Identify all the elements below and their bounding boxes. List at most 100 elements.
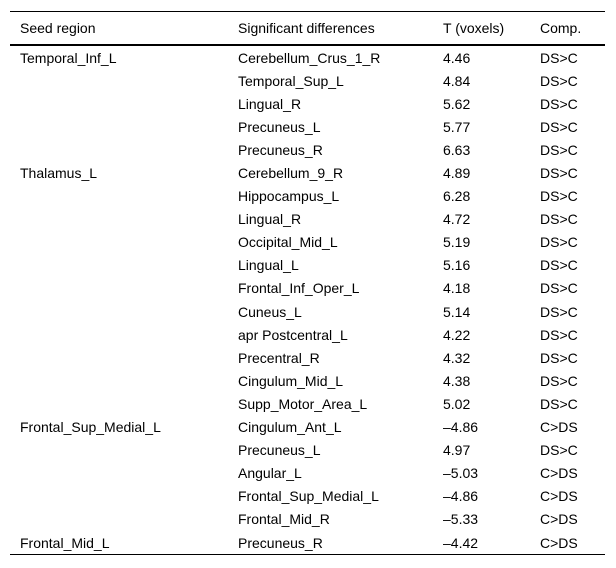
seed-region-cell: Thalamus_L (20, 165, 98, 182)
column-header-comp: Comp. (540, 20, 582, 36)
comparison-cell: DS>C (540, 188, 578, 205)
t-value-cell: 4.18 (443, 280, 471, 297)
table-row: apr Postcentral_L 4.22 DS>C (10, 323, 605, 346)
seed-region-stat-table: Seed region Significant differences T (v… (10, 11, 605, 555)
significant-difference-cell: Cuneus_L (238, 303, 302, 320)
comparison-cell: DS>C (540, 280, 578, 297)
t-value-cell: 5.14 (443, 303, 471, 320)
column-header-significant-differences: Significant differences (238, 20, 375, 36)
t-value-cell: 4.38 (443, 372, 471, 389)
comparison-cell: C>DS (540, 511, 578, 528)
t-value-cell: –4.86 (443, 488, 479, 505)
table-header-row: Seed region Significant differences T (v… (10, 12, 605, 44)
significant-difference-cell: Frontal_Inf_Oper_L (238, 280, 360, 297)
comparison-cell: DS>C (540, 141, 578, 158)
significant-difference-cell: Cingulum_Ant_L (238, 419, 342, 436)
significant-difference-cell: Angular_L (238, 465, 302, 482)
significant-difference-cell: Temporal_Sup_L (238, 72, 344, 89)
significant-difference-cell: Supp_Motor_Area_L (238, 395, 368, 412)
table-row: Frontal_Inf_Oper_L 4.18 DS>C (10, 277, 605, 300)
table-row: Cuneus_L 5.14 DS>C (10, 300, 605, 323)
t-value-cell: 4.32 (443, 349, 471, 366)
t-value-cell: 5.62 (443, 95, 471, 112)
comparison-cell: DS>C (540, 303, 578, 320)
table-row: Frontal_Mid_R –5.33 C>DS (10, 508, 605, 531)
comparison-cell: DS>C (540, 49, 578, 66)
significant-difference-cell: Lingual_L (238, 257, 299, 274)
comparison-cell: DS>C (540, 442, 578, 459)
comparison-cell: C>DS (540, 488, 578, 505)
column-header-seed-region: Seed region (20, 20, 96, 36)
significant-difference-cell: Precentral_R (238, 349, 320, 366)
significant-difference-cell: Cerebellum_Crus_1_R (238, 49, 381, 66)
table-bottom-rule (10, 554, 605, 555)
t-value-cell: 4.84 (443, 72, 471, 89)
table-row: Temporal_Inf_L Cerebellum_Crus_1_R 4.46 DS>… (10, 46, 605, 69)
table-header-rule (10, 44, 605, 46)
table-row: Occipital_Mid_L 5.19 DS>C (10, 231, 605, 254)
table-row: Precuneus_R 6.63 DS>C (10, 138, 605, 161)
comparison-cell: DS>C (540, 349, 578, 366)
table-row: Thalamus_L Cerebellum_9_R 4.89 DS>C (10, 161, 605, 184)
table-row: Hippocampus_L 6.28 DS>C (10, 185, 605, 208)
t-value-cell: –5.03 (443, 465, 479, 482)
t-value-cell: –4.86 (443, 419, 479, 436)
seed-region-cell: Frontal_Sup_Medial_L (20, 419, 161, 436)
table-row: Supp_Motor_Area_L 5.02 DS>C (10, 392, 605, 415)
table-row: Precuneus_L 5.77 DS>C (10, 115, 605, 138)
significant-difference-cell: Frontal_Sup_Medial_L (238, 488, 379, 505)
t-value-cell: 5.16 (443, 257, 471, 274)
comparison-cell: DS>C (540, 118, 578, 135)
comparison-cell: DS>C (540, 326, 578, 343)
table-row: Frontal_Sup_Medial_L –4.86 C>DS (10, 485, 605, 508)
table-row: Lingual_L 5.16 DS>C (10, 254, 605, 277)
comparison-cell: C>DS (540, 534, 578, 551)
significant-difference-cell: apr Postcentral_L (238, 326, 348, 343)
table-row: Frontal_Mid_L Precuneus_R –4.42 C>DS (10, 531, 605, 554)
table-row: Temporal_Sup_L 4.84 DS>C (10, 69, 605, 92)
t-value-cell: –4.42 (443, 534, 479, 551)
comparison-cell: DS>C (540, 372, 578, 389)
t-value-cell: 4.89 (443, 165, 471, 182)
significant-difference-cell: Occipital_Mid_L (238, 234, 338, 251)
significant-difference-cell: Lingual_R (238, 211, 302, 228)
comparison-cell: C>DS (540, 419, 578, 436)
table-row: Cingulum_Mid_L 4.38 DS>C (10, 369, 605, 392)
table-row: Lingual_R 4.72 DS>C (10, 208, 605, 231)
t-value-cell: 4.72 (443, 211, 471, 228)
significant-difference-cell: Precuneus_L (238, 118, 321, 135)
significant-difference-cell: Cingulum_Mid_L (238, 372, 344, 389)
table-body: Temporal_Inf_L Cerebellum_Crus_1_R 4.46 DS>… (10, 46, 605, 554)
table-row: Lingual_R 5.62 DS>C (10, 92, 605, 115)
comparison-cell: DS>C (540, 395, 578, 412)
significant-difference-cell: Precuneus_R (238, 534, 323, 551)
t-value-cell: 4.97 (443, 442, 471, 459)
comparison-cell: DS>C (540, 211, 578, 228)
t-value-cell: 6.63 (443, 141, 471, 158)
seed-region-cell: Frontal_Mid_L (20, 534, 110, 551)
t-value-cell: –5.33 (443, 511, 479, 528)
comparison-cell: C>DS (540, 465, 578, 482)
seed-region-cell: Temporal_Inf_L (20, 49, 117, 66)
significant-difference-cell: Precuneus_L (238, 442, 321, 459)
table-row: Precuneus_L 4.97 DS>C (10, 439, 605, 462)
t-value-cell: 5.02 (443, 395, 471, 412)
significant-difference-cell: Hippocampus_L (238, 188, 340, 205)
t-value-cell: 4.46 (443, 49, 471, 66)
significant-difference-cell: Precuneus_R (238, 141, 323, 158)
table-row: Frontal_Sup_Medial_L Cingulum_Ant_L –4.86 C… (10, 416, 605, 439)
t-value-cell: 5.77 (443, 118, 471, 135)
comparison-cell: DS>C (540, 257, 578, 274)
t-value-cell: 6.28 (443, 188, 471, 205)
significant-difference-cell: Lingual_R (238, 95, 302, 112)
table-row: Precentral_R 4.32 DS>C (10, 346, 605, 369)
significant-difference-cell: Cerebellum_9_R (238, 165, 344, 182)
table-top-rule (10, 11, 605, 12)
comparison-cell: DS>C (540, 234, 578, 251)
comparison-cell: DS>C (540, 165, 578, 182)
t-value-cell: 5.19 (443, 234, 471, 251)
column-header-t-voxels: T (voxels) (443, 20, 505, 36)
significant-difference-cell: Frontal_Mid_R (238, 511, 330, 528)
comparison-cell: DS>C (540, 72, 578, 89)
